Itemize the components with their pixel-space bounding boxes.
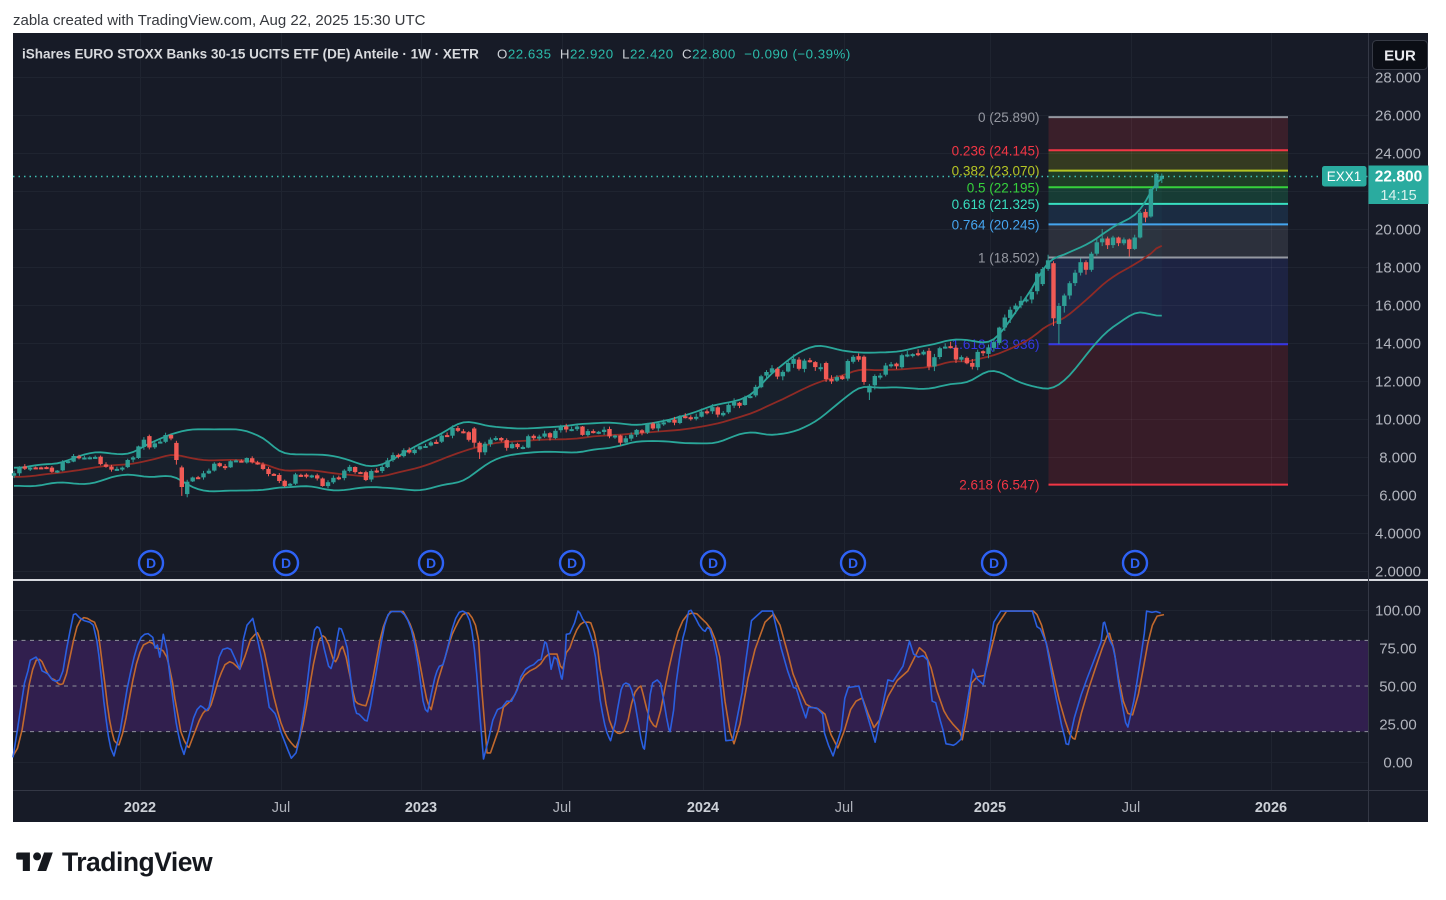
svg-text:EXX1: EXX1 [1327, 169, 1362, 184]
svg-text:2024: 2024 [687, 800, 719, 816]
svg-text:2.0000: 2.0000 [1375, 563, 1421, 580]
svg-text:D: D [848, 555, 858, 571]
svg-text:2025: 2025 [974, 800, 1006, 816]
svg-text:2022: 2022 [124, 800, 156, 816]
svg-text:4.0000: 4.0000 [1375, 525, 1421, 542]
svg-text:12.000: 12.000 [1375, 373, 1421, 390]
svg-text:0.00: 0.00 [1383, 754, 1412, 771]
svg-text:0.618 (21.325): 0.618 (21.325) [952, 197, 1040, 212]
svg-text:18.000: 18.000 [1375, 259, 1421, 276]
svg-text:24.000: 24.000 [1375, 145, 1421, 162]
svg-text:D: D [567, 555, 577, 571]
svg-text:D: D [426, 555, 436, 571]
svg-text:14:15: 14:15 [1380, 188, 1416, 204]
svg-text:0 (25.890): 0 (25.890) [978, 110, 1040, 125]
svg-text:8.000: 8.000 [1379, 449, 1417, 466]
svg-text:26.000: 26.000 [1375, 107, 1421, 124]
svg-text:16.000: 16.000 [1375, 297, 1421, 314]
svg-text:14.000: 14.000 [1375, 335, 1421, 352]
svg-text:zabla created with TradingView: zabla created with TradingView.com, Aug … [13, 12, 426, 29]
svg-text:75.00: 75.00 [1379, 640, 1417, 657]
svg-text:Jul: Jul [272, 800, 291, 816]
svg-text:EUR: EUR [1384, 47, 1416, 64]
svg-text:0.5 (22.195): 0.5 (22.195) [967, 180, 1040, 195]
svg-text:D: D [989, 555, 999, 571]
svg-text:TradingView: TradingView [62, 847, 213, 877]
svg-text:0.764 (20.245): 0.764 (20.245) [952, 217, 1040, 232]
svg-text:50.00: 50.00 [1379, 678, 1417, 695]
svg-text:28.000: 28.000 [1375, 69, 1421, 86]
svg-text:100.00: 100.00 [1375, 602, 1421, 619]
svg-text:D: D [146, 555, 156, 571]
svg-text:D: D [281, 555, 291, 571]
svg-text:6.000: 6.000 [1379, 487, 1417, 504]
svg-text:2026: 2026 [1255, 800, 1287, 816]
svg-text:D: D [708, 555, 718, 571]
svg-text:O22.635 H22.920 L22.420 C22: O22.635 H22.920 L22.420 C22.800 −0.090 (… [497, 47, 851, 62]
svg-text:2023: 2023 [405, 800, 437, 816]
svg-text:10.000: 10.000 [1375, 411, 1421, 428]
svg-text:0.236 (24.145): 0.236 (24.145) [952, 143, 1040, 158]
svg-text:20.000: 20.000 [1375, 221, 1421, 238]
svg-text:22.800: 22.800 [1375, 169, 1422, 186]
svg-text:Jul: Jul [835, 800, 854, 816]
svg-text:D: D [1130, 555, 1140, 571]
svg-text:Jul: Jul [553, 800, 572, 816]
svg-text:Jul: Jul [1122, 800, 1141, 816]
svg-text:0.382 (23.070): 0.382 (23.070) [952, 164, 1040, 179]
svg-text:1 (18.502): 1 (18.502) [978, 250, 1040, 265]
svg-text:2.618 (6.547): 2.618 (6.547) [959, 478, 1039, 493]
svg-text:iShares EURO STOXX Banks 30-15: iShares EURO STOXX Banks 30-15 UCITS ETF… [22, 47, 479, 62]
svg-text:25.00: 25.00 [1379, 716, 1417, 733]
